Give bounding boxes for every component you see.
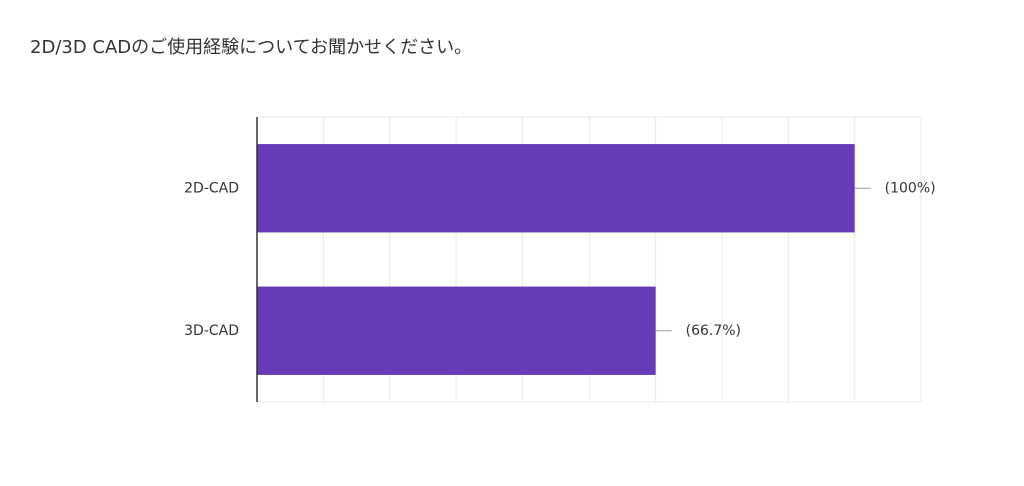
y-tick-label: 2D-CAD	[184, 180, 239, 196]
bar	[257, 144, 855, 233]
bar	[257, 286, 656, 375]
chart-title: 2D/3D CADのご使用経験についてお聞かせください。	[30, 37, 472, 58]
value-label: (66.7%)	[686, 323, 741, 339]
y-tick-label: 3D-CAD	[184, 323, 239, 339]
value-label: (100%)	[885, 180, 936, 196]
